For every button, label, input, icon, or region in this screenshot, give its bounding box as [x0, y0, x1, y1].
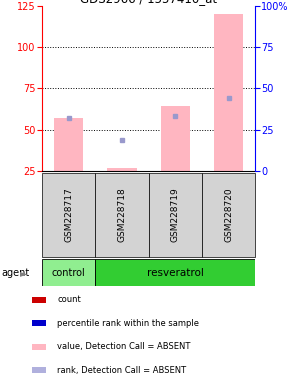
Text: control: control [52, 268, 86, 278]
Title: GDS2966 / 1557410_at: GDS2966 / 1557410_at [80, 0, 217, 5]
Bar [95, 173, 148, 257]
Bar [32, 297, 46, 303]
Text: GSM228719: GSM228719 [171, 188, 180, 242]
Text: resveratrol: resveratrol [147, 268, 204, 278]
Text: GSM228717: GSM228717 [64, 188, 73, 242]
Text: GSM228720: GSM228720 [224, 188, 233, 242]
Text: ►: ► [20, 268, 28, 278]
Bar [42, 173, 95, 257]
Text: percentile rank within the sample: percentile rank within the sample [57, 319, 199, 328]
Bar [214, 14, 243, 171]
Text: GSM228718: GSM228718 [117, 188, 126, 242]
Bar [32, 367, 46, 373]
Bar [32, 321, 46, 326]
Bar [107, 167, 137, 171]
Text: value, Detection Call = ABSENT: value, Detection Call = ABSENT [57, 342, 191, 351]
Bar [161, 106, 190, 171]
Text: agent: agent [1, 268, 30, 278]
Bar [202, 173, 255, 257]
Bar [32, 344, 46, 349]
Bar [95, 259, 255, 286]
Bar [54, 118, 83, 171]
Text: count: count [57, 295, 81, 304]
Text: rank, Detection Call = ABSENT: rank, Detection Call = ABSENT [57, 366, 186, 375]
Bar [42, 259, 95, 286]
Bar [148, 173, 202, 257]
